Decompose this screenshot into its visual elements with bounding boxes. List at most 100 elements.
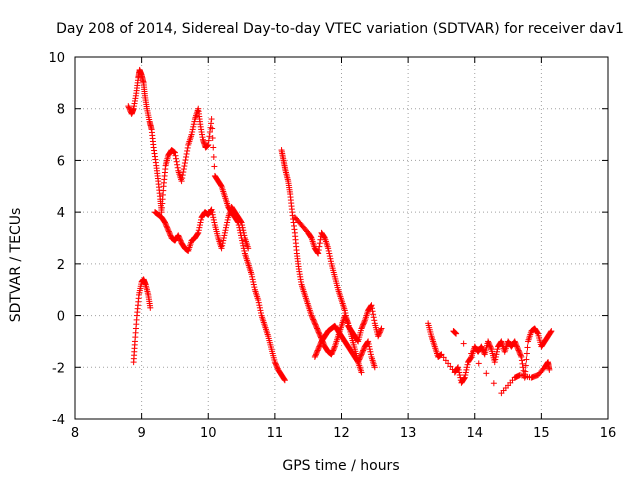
data-point xyxy=(164,224,171,231)
data-point xyxy=(321,234,328,241)
data-point xyxy=(311,353,318,360)
data-point xyxy=(171,149,178,156)
data-point xyxy=(442,357,449,364)
data-point xyxy=(359,322,366,329)
data-point xyxy=(316,330,323,337)
data-point xyxy=(209,135,216,142)
data-point xyxy=(518,353,525,360)
x-tick-label: 9 xyxy=(137,426,145,441)
data-point xyxy=(208,120,215,127)
data-point xyxy=(493,348,500,355)
data-point xyxy=(313,350,320,357)
data-point xyxy=(314,347,321,354)
data-point xyxy=(440,354,447,361)
data-point xyxy=(522,362,529,369)
data-point xyxy=(463,366,470,373)
data-point xyxy=(220,235,227,241)
data-point xyxy=(483,370,490,377)
data-point xyxy=(250,281,257,288)
data-point xyxy=(462,369,469,376)
data-point xyxy=(491,359,498,366)
data-point xyxy=(368,302,375,309)
data-point xyxy=(356,356,363,363)
data-point xyxy=(315,247,322,254)
data-point xyxy=(512,339,519,346)
data-point xyxy=(316,243,323,250)
data-point xyxy=(445,360,452,367)
data-point xyxy=(221,232,228,239)
chart-title: Day 208 of 2014, Sidereal Day-to-day VTE… xyxy=(56,21,624,37)
data-point xyxy=(464,361,471,368)
data-point xyxy=(523,350,530,357)
x-tick-label: 10 xyxy=(200,426,217,441)
data-point xyxy=(359,324,366,331)
data-point xyxy=(479,346,486,353)
data-point xyxy=(209,211,216,218)
data-point xyxy=(222,227,229,234)
data-point xyxy=(274,364,281,371)
data-point xyxy=(166,229,173,236)
data-point xyxy=(519,360,526,367)
data-point xyxy=(357,352,364,359)
data-point xyxy=(359,350,366,357)
data-point xyxy=(208,206,215,213)
data-point xyxy=(360,347,367,354)
data-point xyxy=(208,116,215,123)
data-point xyxy=(315,328,322,335)
data-point xyxy=(194,230,201,237)
data-point xyxy=(250,278,257,285)
data-point xyxy=(315,250,322,257)
data-point xyxy=(191,118,198,125)
grid-lines xyxy=(75,57,608,419)
data-point xyxy=(197,219,204,226)
x-tick-label: 11 xyxy=(267,426,284,441)
data-point xyxy=(438,351,445,358)
data-point xyxy=(205,137,212,144)
data-point xyxy=(468,350,475,357)
data-point xyxy=(180,166,187,173)
data-point xyxy=(313,324,320,331)
data-point xyxy=(175,233,182,240)
data-point xyxy=(210,153,217,160)
data-point xyxy=(513,342,520,349)
data-point xyxy=(365,341,372,348)
data-point xyxy=(513,343,520,350)
data-point xyxy=(210,216,217,223)
data-point xyxy=(176,235,183,241)
data-point xyxy=(251,284,258,291)
data-point xyxy=(315,346,322,353)
data-point xyxy=(516,348,523,355)
data-point xyxy=(312,321,319,328)
data-point xyxy=(341,307,348,314)
data-point xyxy=(179,175,186,182)
data-point xyxy=(316,342,323,349)
data-point xyxy=(315,329,322,336)
data-point xyxy=(184,147,191,154)
data-point xyxy=(198,216,205,223)
data-point xyxy=(167,232,174,239)
data-point xyxy=(248,271,255,278)
data-point xyxy=(165,227,172,234)
data-point xyxy=(210,144,217,151)
x-tick-label: 14 xyxy=(466,426,483,441)
data-point xyxy=(312,351,319,358)
data-point xyxy=(241,247,248,254)
y-tick-label: -4 xyxy=(52,413,65,428)
data-point xyxy=(311,319,318,326)
data-point xyxy=(453,330,460,337)
data-point xyxy=(183,153,190,160)
data-point xyxy=(378,325,385,332)
data-point xyxy=(312,352,319,359)
data-point xyxy=(166,231,173,238)
data-point xyxy=(486,341,493,348)
data-point xyxy=(461,374,468,381)
data-point xyxy=(329,350,336,357)
tick-labels: 8 9 10 11 12 13 14 15 16 -4 -2 0 2 4 6 8 10 xyxy=(48,51,616,441)
x-axis-label: GPS time / hours xyxy=(282,458,399,474)
data-point xyxy=(240,227,247,234)
data-point xyxy=(367,351,374,358)
data-point xyxy=(314,249,321,256)
data-point xyxy=(344,320,351,327)
data-point xyxy=(206,133,213,140)
data-point xyxy=(342,312,349,319)
